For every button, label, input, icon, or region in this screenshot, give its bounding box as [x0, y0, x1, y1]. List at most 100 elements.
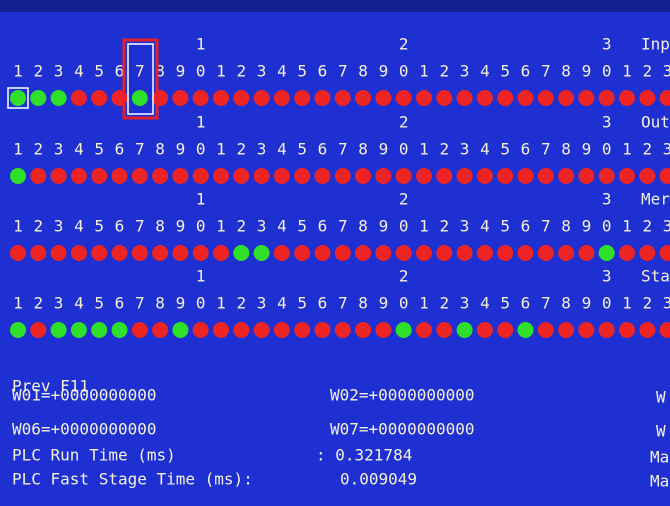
status-led [477, 90, 493, 106]
status-led [112, 168, 128, 184]
status-led [477, 322, 493, 338]
time-label: PLC Fast Stage Time (ms): [12, 470, 253, 489]
status-led [639, 168, 655, 184]
column-digit: 3 [257, 62, 267, 81]
status-led [396, 245, 412, 261]
status-led [335, 322, 351, 338]
column-digit: 8 [561, 140, 571, 159]
time-value: : 0.321784 [316, 446, 412, 465]
column-digit: 8 [155, 140, 165, 159]
status-led [274, 245, 290, 261]
status-led [233, 168, 249, 184]
status-led [396, 90, 412, 106]
status-led [375, 90, 391, 106]
status-led [233, 245, 249, 261]
column-digit: 5 [500, 294, 510, 313]
column-digit: 1 [622, 140, 632, 159]
status-led [71, 322, 87, 338]
column-digit: 4 [277, 294, 287, 313]
column-digit: 3 [460, 294, 470, 313]
status-led [152, 245, 168, 261]
column-digit: 9 [176, 62, 186, 81]
column-digit: 5 [500, 140, 510, 159]
column-digit: 1 [216, 294, 226, 313]
tens-digit: 1 [196, 113, 206, 132]
column-digit: 8 [358, 294, 368, 313]
column-digit: 7 [541, 217, 551, 236]
status-led [619, 168, 635, 184]
column-digit: 3 [663, 62, 670, 81]
column-digit: 1 [13, 294, 23, 313]
column-digit: 6 [115, 140, 125, 159]
column-digit: 5 [297, 140, 307, 159]
column-digit: 3 [257, 217, 267, 236]
status-led [335, 245, 351, 261]
column-digit: 3 [663, 294, 670, 313]
column-digit: 3 [663, 140, 670, 159]
status-led [477, 168, 493, 184]
status-led [538, 245, 554, 261]
column-digit: 0 [399, 62, 409, 81]
status-led [10, 322, 26, 338]
word: W06=+0000000000 [12, 420, 157, 439]
status-led [233, 90, 249, 106]
column-digit: 5 [297, 294, 307, 313]
status-led [436, 322, 452, 338]
status-led [213, 322, 229, 338]
column-digit: 2 [236, 140, 246, 159]
column-digit: 3 [54, 294, 64, 313]
status-led [457, 168, 473, 184]
status-led [10, 168, 26, 184]
tens-digit: 1 [196, 190, 206, 209]
column-digit: 5 [297, 217, 307, 236]
column-digit: 9 [176, 217, 186, 236]
status-led [497, 245, 513, 261]
column-digit: 7 [541, 294, 551, 313]
status-led [233, 322, 249, 338]
status-led [294, 322, 310, 338]
status-led [416, 322, 432, 338]
time-label: PLC Run Time (ms) [12, 446, 176, 465]
column-digit: 0 [196, 140, 206, 159]
status-led [619, 245, 635, 261]
status-led [254, 90, 270, 106]
status-led [132, 245, 148, 261]
status-led [213, 245, 229, 261]
column-digit: 2 [236, 294, 246, 313]
column-digit: 0 [602, 294, 612, 313]
column-digit: 2 [439, 294, 449, 313]
column-digit: 9 [582, 62, 592, 81]
column-digit: 1 [13, 217, 23, 236]
column-digit: 2 [33, 217, 43, 236]
column-digit: 3 [460, 217, 470, 236]
status-led [274, 168, 290, 184]
status-led [436, 245, 452, 261]
status-led [213, 90, 229, 106]
tens-digit: 3 [602, 35, 612, 54]
word: W [656, 388, 666, 407]
status-led [639, 90, 655, 106]
column-digit: 2 [642, 140, 652, 159]
tens-digit: 1 [196, 35, 206, 54]
status-led [71, 90, 87, 106]
status-led [355, 322, 371, 338]
status-led [578, 322, 594, 338]
status-led [436, 90, 452, 106]
word: W07=+0000000000 [330, 420, 475, 439]
column-digit: 7 [135, 140, 145, 159]
status-led [112, 322, 128, 338]
tens-digit: 2 [399, 35, 409, 54]
column-digit: 1 [419, 140, 429, 159]
column-digit: 1 [419, 217, 429, 236]
status-led [315, 168, 331, 184]
status-led [355, 245, 371, 261]
status-led [578, 168, 594, 184]
column-digit: 7 [541, 62, 551, 81]
column-digit: 3 [54, 62, 64, 81]
column-digit: 2 [642, 294, 652, 313]
status-led [335, 90, 351, 106]
column-digit: 0 [399, 217, 409, 236]
status-led [558, 245, 574, 261]
column-digit: 6 [115, 217, 125, 236]
column-digit: 9 [176, 140, 186, 159]
